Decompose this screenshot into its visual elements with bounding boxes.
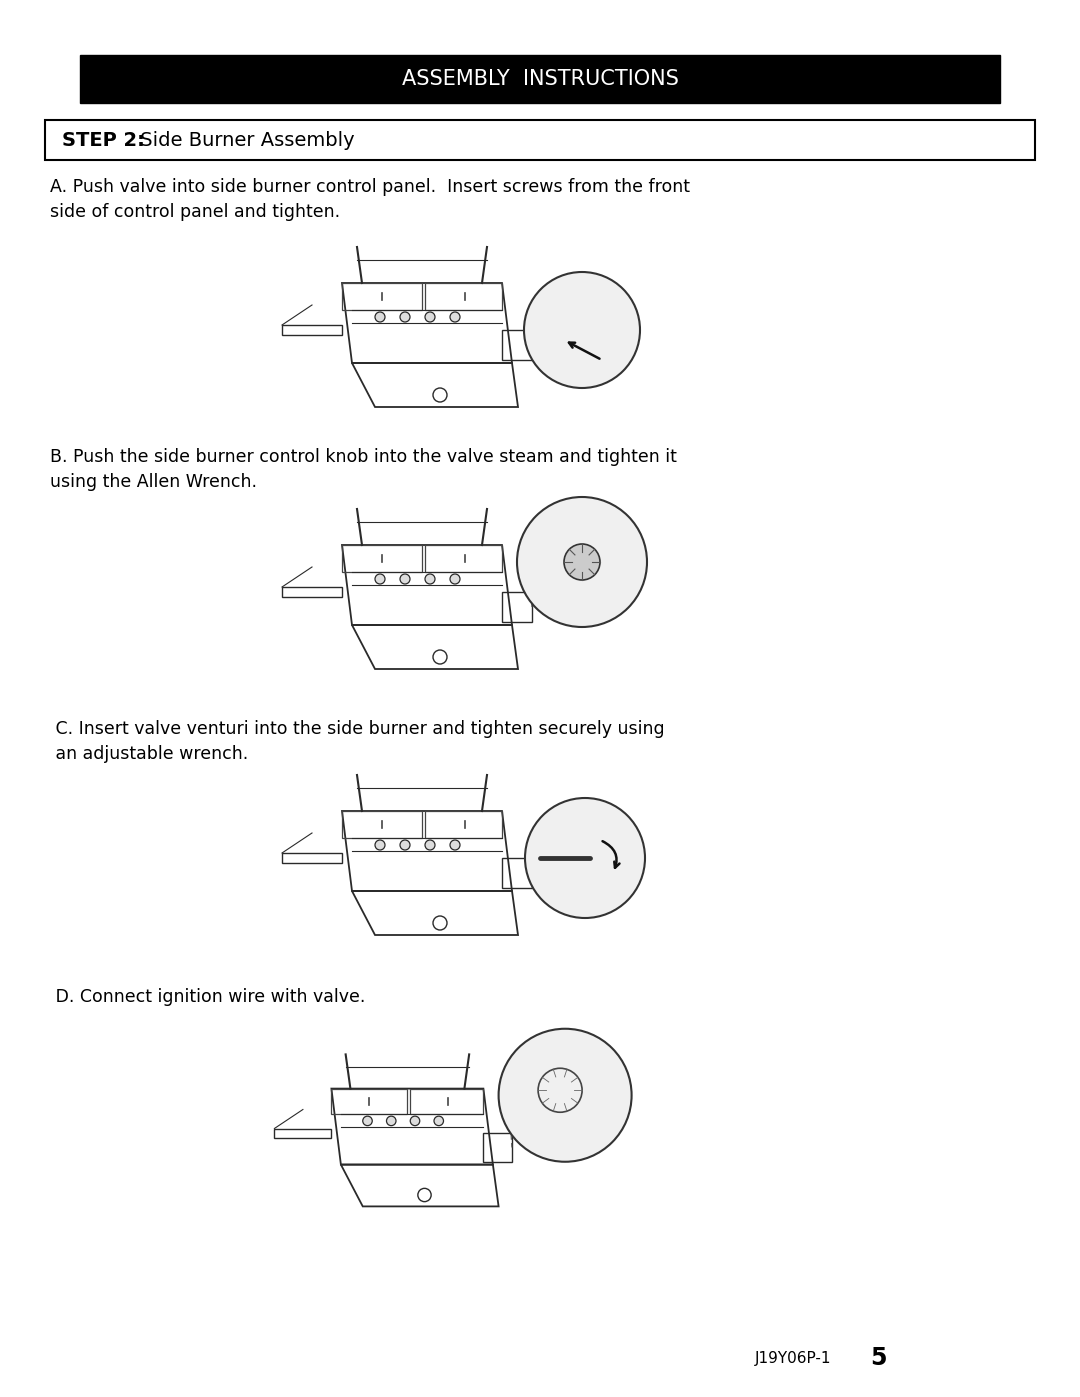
Text: D. Connect ignition wire with valve.: D. Connect ignition wire with valve. (50, 988, 365, 1006)
Text: STEP 2:: STEP 2: (62, 130, 145, 149)
FancyBboxPatch shape (45, 120, 1035, 161)
Circle shape (564, 543, 600, 580)
Circle shape (499, 1028, 632, 1162)
Text: A. Push valve into side burner control panel.  Insert screws from the front
side: A. Push valve into side burner control p… (50, 177, 690, 221)
Circle shape (375, 574, 384, 584)
Circle shape (524, 272, 640, 388)
Text: ASSEMBLY  INSTRUCTIONS: ASSEMBLY INSTRUCTIONS (402, 68, 678, 89)
Circle shape (375, 312, 384, 321)
Circle shape (426, 840, 435, 849)
Circle shape (426, 574, 435, 584)
Text: C. Insert valve venturi into the side burner and tighten securely using
 an adju: C. Insert valve venturi into the side bu… (50, 719, 664, 763)
Circle shape (410, 1116, 420, 1126)
Circle shape (400, 574, 410, 584)
Text: 5: 5 (870, 1345, 887, 1370)
Circle shape (375, 840, 384, 849)
Circle shape (400, 840, 410, 849)
Circle shape (450, 574, 460, 584)
FancyBboxPatch shape (80, 54, 1000, 103)
Circle shape (426, 312, 435, 321)
Text: B. Push the side burner control knob into the valve steam and tighten it
using t: B. Push the side burner control knob int… (50, 448, 677, 490)
Circle shape (525, 798, 645, 918)
Circle shape (450, 312, 460, 321)
Circle shape (517, 497, 647, 627)
Text: Side Burner Assembly: Side Burner Assembly (134, 130, 354, 149)
Circle shape (400, 312, 410, 321)
Text: J19Y06P-1: J19Y06P-1 (755, 1351, 832, 1365)
Circle shape (450, 840, 460, 849)
Circle shape (363, 1116, 373, 1126)
Circle shape (434, 1116, 444, 1126)
Circle shape (387, 1116, 396, 1126)
